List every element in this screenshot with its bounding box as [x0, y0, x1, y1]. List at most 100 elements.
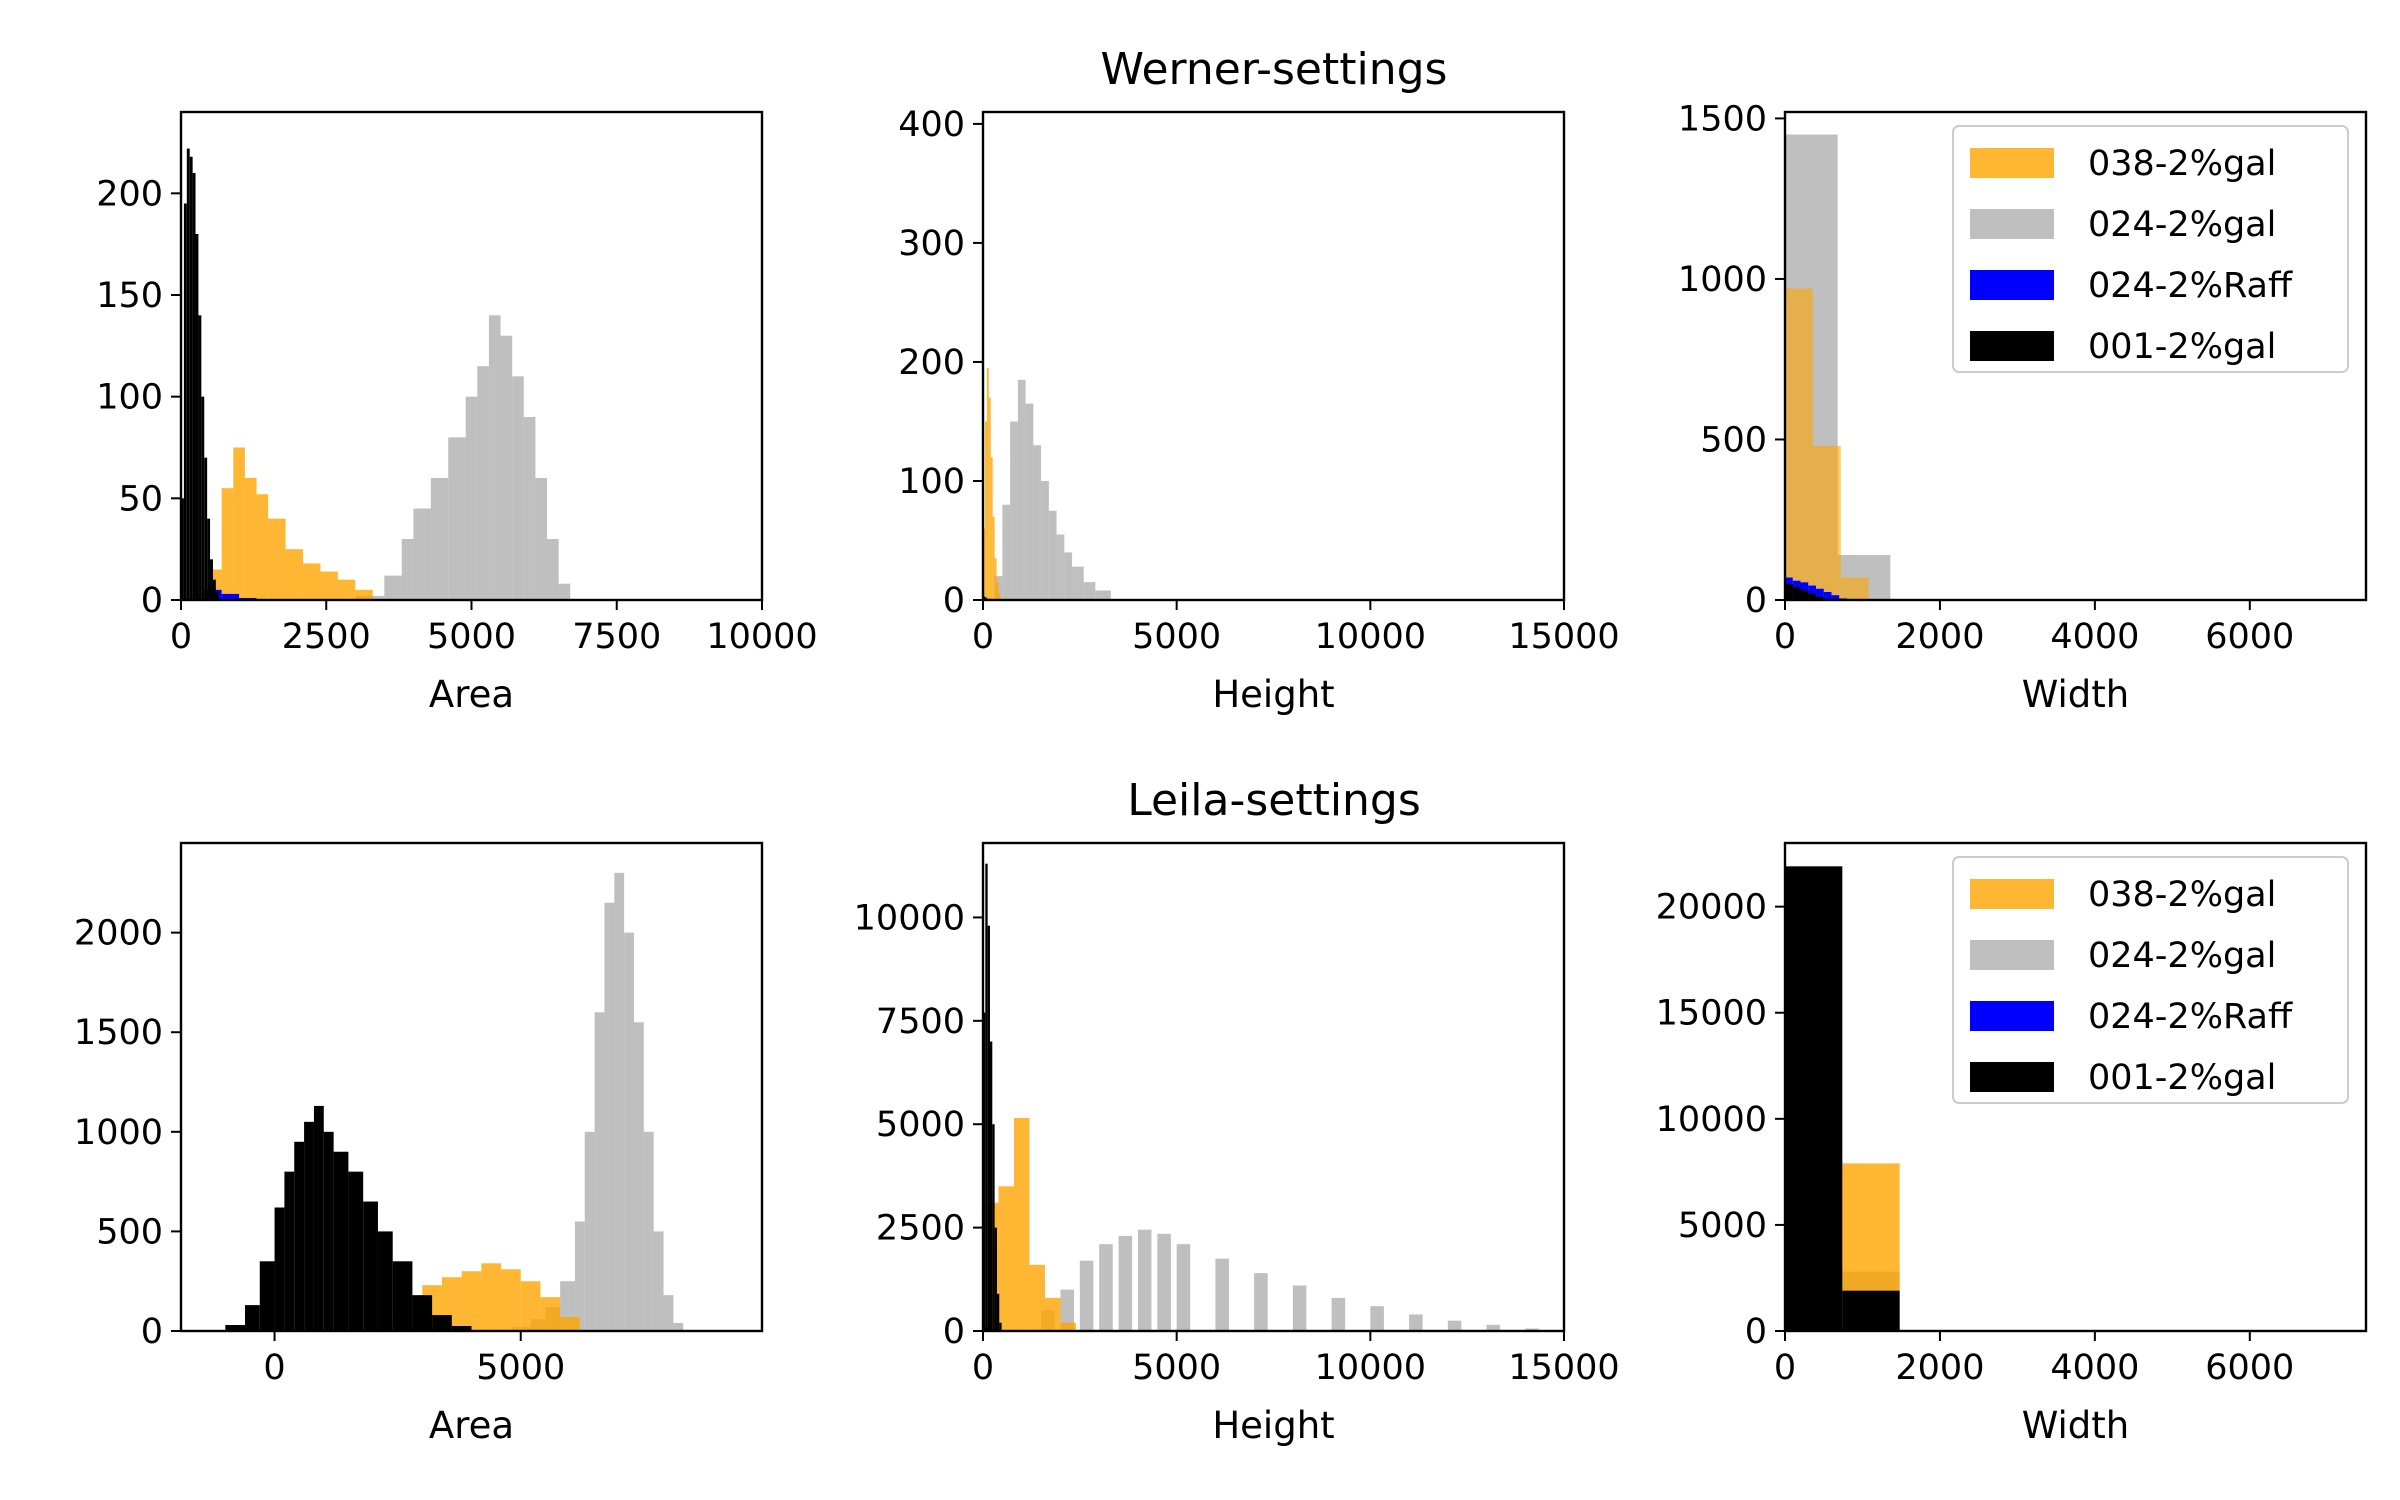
legend-box: [1952, 125, 2349, 373]
bar-001-2%gal: [1808, 593, 1816, 600]
y-tick-label: 0: [1745, 581, 1767, 621]
legend-label: 038-2%gal: [2088, 875, 2276, 915]
bar-024-2%gal: [1025, 403, 1034, 600]
bar-001-2%gal: [274, 1207, 285, 1331]
x-tick-label: 5000: [476, 1348, 565, 1388]
bar-024-2%gal: [1176, 1244, 1191, 1331]
bar-001-2%gal: [294, 1141, 305, 1331]
bar-001-2%gal: [996, 1293, 1000, 1331]
bar-038-2%gal: [233, 447, 245, 600]
bar-024-2%gal: [1215, 1258, 1229, 1331]
bar-024-2%gal: [1292, 1285, 1307, 1331]
axes-frame: [981, 841, 1566, 1333]
bar-038-2%gal: [303, 563, 321, 600]
x-tick-label: 5000: [1132, 1348, 1221, 1388]
legend-label: 024-2%gal: [2088, 936, 2276, 976]
bar-001-2%gal: [183, 203, 187, 600]
legend-swatch: [1970, 940, 2054, 970]
legend-swatch: [1970, 331, 2054, 361]
bar-024-2%gal: [535, 478, 548, 600]
y-tick-label: 0: [1745, 1312, 1767, 1352]
bar-038-2%gal: [986, 367, 989, 600]
bar-001-2%gal: [195, 234, 199, 600]
bar-024-2%gal: [430, 478, 449, 600]
bar-038-2%gal: [481, 1263, 502, 1331]
y-tick-label: 1500: [74, 1013, 163, 1053]
x-tick-label: 0: [263, 1348, 285, 1388]
bar-001-2%gal: [313, 1105, 324, 1331]
bar-024-2%gal: [624, 932, 634, 1331]
bar-038-2%gal: [520, 1281, 541, 1331]
legend-box: [1952, 856, 2349, 1104]
bars-group: [200, 872, 684, 1331]
y-tick-label: 100: [96, 378, 163, 418]
bar-024-2%gal: [448, 437, 466, 600]
bar-024-2%gal: [1525, 1328, 1539, 1331]
y-tick-label: 150: [96, 276, 163, 316]
bar-001-2%gal: [212, 579, 216, 600]
bar-024-2%gal: [401, 539, 414, 600]
x-tick-label: 4000: [2050, 1348, 2139, 1388]
bar-024-2%gal: [643, 1131, 654, 1331]
bar-001-2%gal: [987, 925, 990, 1331]
y-tick-label: 5000: [876, 1105, 965, 1145]
bar-001-2%gal: [204, 457, 208, 600]
bar-024-2%gal: [1486, 1324, 1501, 1331]
bar-038-2%gal: [221, 488, 234, 600]
x-axis-label: Height: [1212, 1404, 1334, 1447]
bar-024-2%gal: [1083, 582, 1096, 600]
y-tick-label: 300: [898, 224, 965, 264]
bar-001-2%gal: [1792, 587, 1801, 600]
x-tick-label: 0: [972, 1348, 994, 1388]
bar-001-2%gal: [189, 156, 193, 600]
legend: 038-2%gal 024-2%gal 024-2%Raff 001-2%gal: [1952, 856, 2349, 1104]
bar-024-2%gal: [1064, 552, 1073, 600]
x-tick-label: 5000: [1132, 617, 1221, 657]
x-tick-label: 7500: [572, 617, 661, 657]
bar-024-2%gal: [1409, 1314, 1423, 1331]
y-tick-label: 20000: [1656, 888, 1767, 928]
bar-024-2%gal: [574, 1221, 585, 1331]
bar-024-2%gal: [1041, 480, 1049, 600]
legend-swatch: [1970, 148, 2054, 178]
axes-frame: [1783, 110, 2368, 602]
bar-024-2%gal: [594, 1012, 605, 1331]
subplot-0-2: 0 2000 4000 6000050010001500Width038-2%gal0…: [1678, 99, 2368, 716]
y-tick-label: 500: [96, 1212, 163, 1252]
bar-038-2%gal: [1060, 1322, 1076, 1331]
bar-024-2%gal: [1254, 1273, 1268, 1331]
legend-label: 024-2%Raff: [2088, 266, 2293, 306]
bar-024-2%gal: [1033, 445, 1042, 600]
bar-024-2%gal: [1079, 1260, 1094, 1331]
row-title-werner: Werner-settings: [1101, 44, 1448, 95]
x-tick-label: 10000: [706, 617, 817, 657]
bar-001-2%gal: [392, 1261, 413, 1331]
bar-024-2%gal: [584, 1131, 595, 1331]
y-tick-label: 15000: [1656, 994, 1767, 1034]
bar-038-2%gal: [337, 579, 356, 600]
row-title-leila: Leila-settings: [1127, 775, 1421, 826]
bar-038-2%gal: [540, 1297, 561, 1331]
bar-038-2%gal: [320, 571, 338, 600]
bar-024-2%gal: [488, 315, 501, 600]
bars-group: [181, 148, 571, 600]
y-tick-label: 200: [96, 174, 163, 214]
bars-group: [983, 367, 1111, 600]
bar-038-2%gal: [501, 1269, 521, 1331]
legend-swatch: [1970, 270, 2054, 300]
bar-001-2%gal: [259, 1261, 275, 1331]
y-tick-label: 1500: [1678, 99, 1767, 139]
bar-038-2%gal: [998, 594, 1001, 600]
bar-038-2%gal: [355, 589, 373, 600]
x-tick-label: 6000: [2205, 617, 2294, 657]
x-tick-label: 0: [1774, 617, 1796, 657]
bar-001-2%gal: [215, 591, 219, 600]
bar-024-2%gal: [558, 583, 571, 600]
bars-group: [1785, 866, 1900, 1331]
bar-001-2%gal: [1800, 590, 1809, 600]
bar-024-2%gal: [1072, 566, 1084, 600]
bar-038-2%gal: [1029, 1264, 1045, 1331]
bar-001-2%gal: [377, 1231, 393, 1331]
bar-038-2%gal: [990, 457, 993, 600]
